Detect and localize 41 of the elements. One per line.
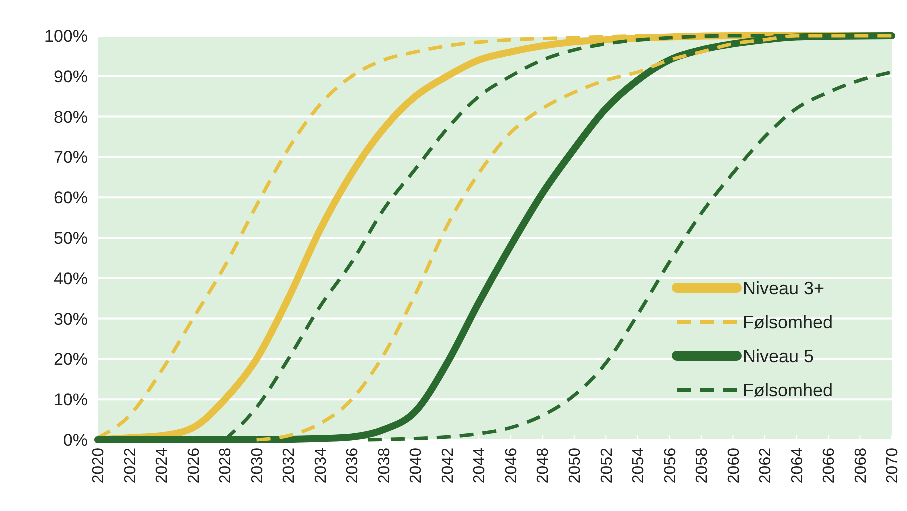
- y-tick-label: 10%: [54, 390, 88, 410]
- x-tick-label: 2036: [344, 448, 362, 484]
- x-tick-label: 2046: [503, 448, 520, 484]
- x-tick-label: 2022: [122, 448, 140, 484]
- legend-label: Følsomhed: [743, 380, 834, 400]
- x-tick-label: 2050: [567, 448, 584, 484]
- y-tick-label: 60%: [54, 188, 88, 208]
- x-tick-label: 2040: [408, 448, 426, 484]
- legend-label: Niveau 3+: [743, 278, 825, 298]
- legend-label: Følsomhed: [743, 312, 834, 332]
- x-tick-label: 2044: [472, 448, 489, 484]
- x-tick-label: 2054: [630, 448, 648, 484]
- y-tick-label: 40%: [54, 269, 88, 288]
- x-tick-label: 2064: [789, 448, 806, 484]
- x-tick-label: 2026: [186, 448, 203, 484]
- legend-label: Niveau 5: [743, 346, 814, 366]
- y-tick-label: 0%: [63, 430, 88, 450]
- x-tick-label: 2052: [598, 448, 616, 484]
- x-tick-label: 2062: [758, 448, 775, 484]
- y-tick-label: 90%: [54, 67, 88, 86]
- x-tick-label: 2032: [281, 448, 298, 484]
- x-tick-label: 2066: [821, 448, 838, 484]
- x-tick-label: 2028: [218, 448, 235, 484]
- x-tick-label: 2024: [154, 448, 172, 484]
- x-tick-label: 2042: [440, 448, 457, 484]
- x-tick-label: 2058: [694, 448, 712, 484]
- x-tick-label: 2056: [662, 448, 680, 484]
- x-tick-label: 2020: [90, 448, 108, 484]
- y-tick-label: 70%: [54, 148, 88, 168]
- x-tick-label: 2030: [249, 448, 266, 484]
- y-tick-label: 30%: [54, 310, 88, 329]
- x-tick-label: 2068: [852, 448, 870, 484]
- x-tick-label: 2060: [726, 448, 743, 484]
- x-tick-label: 2038: [376, 448, 394, 484]
- y-tick-label: 50%: [54, 228, 88, 248]
- y-tick-label: 100%: [44, 26, 88, 46]
- x-tick-label: 2048: [535, 448, 552, 484]
- x-tick-label: 2070: [884, 448, 902, 484]
- y-tick-label: 20%: [54, 350, 88, 370]
- x-tick-label: 2034: [312, 448, 330, 484]
- y-tick-label: 80%: [54, 108, 88, 127]
